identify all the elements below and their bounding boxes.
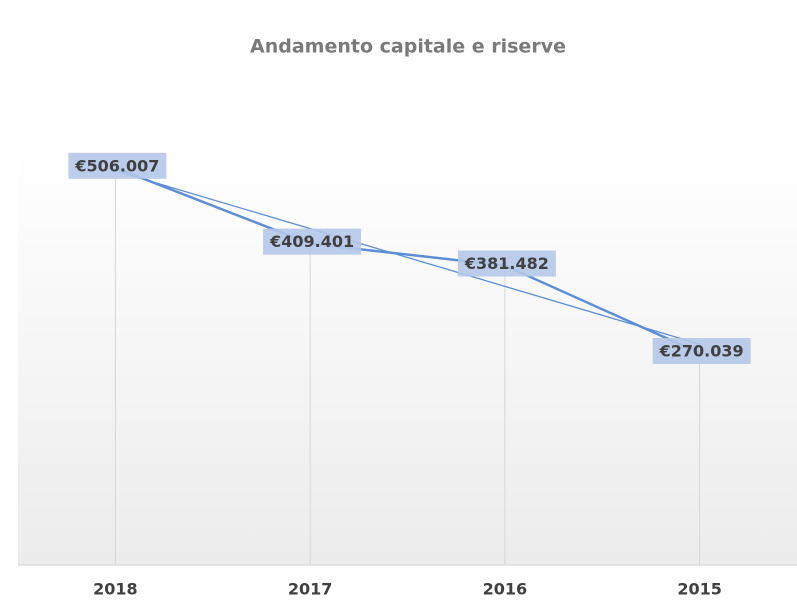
x-tick-label: 2016 [483, 580, 528, 599]
x-tick-label: 2015 [677, 580, 722, 599]
x-tick-label: 2018 [93, 580, 138, 599]
value-label-box [457, 250, 556, 277]
x-tick-label: 2017 [288, 580, 333, 599]
value-label: €381.482 [464, 254, 549, 273]
value-label-box [68, 152, 167, 179]
chart-title: Andamento capitale e riserve [250, 36, 566, 58]
value-label-box [652, 338, 751, 365]
value-label: €506.007 [74, 156, 159, 175]
data-line [114, 166, 701, 355]
trendline [115, 170, 700, 345]
value-label: €409.401 [269, 232, 354, 251]
value-label-box [263, 228, 362, 255]
value-label: €270.039 [659, 342, 744, 361]
